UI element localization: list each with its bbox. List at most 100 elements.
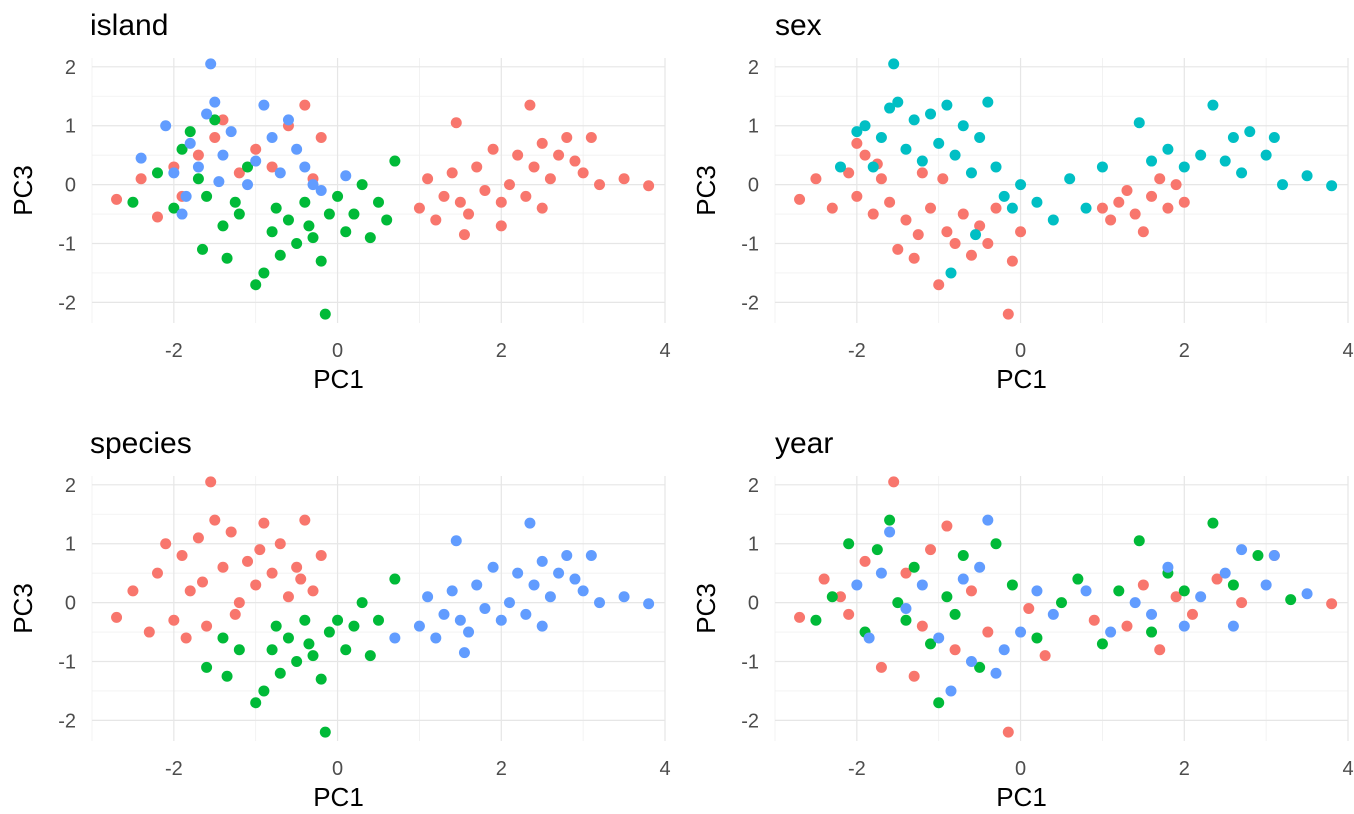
- x-tick-label: 4: [659, 340, 670, 362]
- data-point: [315, 132, 327, 143]
- data-point: [843, 608, 855, 620]
- data-point: [965, 249, 977, 261]
- data-point: [192, 161, 204, 173]
- data-point: [422, 173, 434, 185]
- data-point: [974, 661, 986, 673]
- series-2: [851, 514, 1313, 697]
- data-point: [900, 143, 912, 155]
- data-point: [233, 208, 245, 220]
- data-point: [233, 597, 245, 609]
- x-axis-title: PC1: [313, 782, 364, 812]
- data-point: [1031, 196, 1043, 208]
- data-point: [201, 190, 213, 202]
- x-tick-label: 2: [496, 340, 507, 362]
- data-point: [127, 196, 139, 208]
- data-point: [135, 173, 147, 185]
- data-point: [643, 598, 655, 610]
- y-tick-label: -1: [58, 234, 76, 256]
- y-tick-label: -2: [58, 292, 76, 314]
- data-point: [1023, 603, 1035, 614]
- data-point: [1260, 579, 1272, 591]
- data-point: [1146, 608, 1158, 620]
- data-point: [266, 226, 278, 238]
- x-axis-title: PC1: [996, 782, 1047, 812]
- data-point: [225, 526, 237, 538]
- data-point: [982, 514, 994, 526]
- data-point: [217, 220, 229, 232]
- data-point: [810, 614, 822, 626]
- data-point: [843, 538, 855, 550]
- data-point: [495, 614, 507, 626]
- data-point: [315, 550, 327, 561]
- data-point: [332, 190, 344, 202]
- data-point: [957, 573, 969, 585]
- data-point: [201, 620, 213, 632]
- data-point: [1133, 117, 1145, 129]
- data-point: [945, 685, 957, 697]
- data-point: [282, 214, 294, 226]
- data-point: [1121, 185, 1133, 196]
- data-point: [925, 638, 937, 650]
- data-point: [1260, 149, 1272, 161]
- data-point: [536, 202, 548, 214]
- data-point: [373, 196, 384, 208]
- x-tick-label: 4: [1342, 340, 1353, 362]
- data-point: [1096, 161, 1108, 173]
- data-point: [389, 155, 401, 167]
- data-point: [834, 591, 846, 603]
- data-point: [373, 614, 384, 626]
- data-point: [544, 173, 556, 185]
- data-point: [250, 279, 262, 291]
- data-point: [851, 190, 863, 202]
- data-point: [250, 155, 262, 167]
- data-point: [528, 579, 540, 591]
- data-point: [794, 193, 806, 205]
- data-point: [524, 517, 536, 529]
- panel-title: species: [90, 427, 192, 460]
- data-point: [826, 202, 838, 214]
- x-axis-title: PC1: [313, 364, 364, 394]
- data-point: [941, 226, 953, 238]
- data-point: [553, 567, 565, 579]
- data-point: [176, 143, 188, 155]
- data-point: [1137, 226, 1149, 238]
- data-point: [884, 102, 896, 114]
- x-tick-label: 4: [659, 758, 670, 780]
- data-point: [1195, 149, 1207, 161]
- data-point: [965, 585, 977, 597]
- data-point: [184, 126, 196, 138]
- data-point: [315, 673, 327, 685]
- data-point: [908, 561, 920, 573]
- data-point: [323, 208, 335, 220]
- data-point: [413, 620, 425, 632]
- data-point: [299, 614, 311, 626]
- data-point: [184, 137, 196, 149]
- data-point: [1178, 196, 1190, 208]
- data-point: [1236, 544, 1248, 556]
- data-point: [834, 161, 846, 173]
- y-axis-title: PC3: [691, 583, 721, 634]
- data-point: [859, 149, 871, 161]
- data-point: [826, 591, 838, 603]
- data-point: [201, 661, 213, 673]
- data-point: [933, 279, 945, 291]
- data-point: [180, 632, 192, 644]
- data-point: [274, 249, 286, 261]
- x-tick-label: 2: [496, 758, 507, 780]
- data-point: [229, 196, 241, 208]
- data-point: [319, 726, 331, 738]
- data-point: [225, 126, 237, 138]
- data-point: [151, 211, 163, 223]
- data-point: [892, 96, 904, 108]
- data-point: [381, 214, 393, 226]
- data-point: [111, 193, 123, 205]
- data-point: [503, 179, 515, 191]
- data-point: [908, 252, 920, 264]
- data-point: [974, 220, 986, 232]
- data-point: [180, 190, 192, 202]
- data-point: [270, 202, 282, 214]
- series-1: [201, 573, 401, 738]
- y-tick-label: 1: [65, 116, 76, 138]
